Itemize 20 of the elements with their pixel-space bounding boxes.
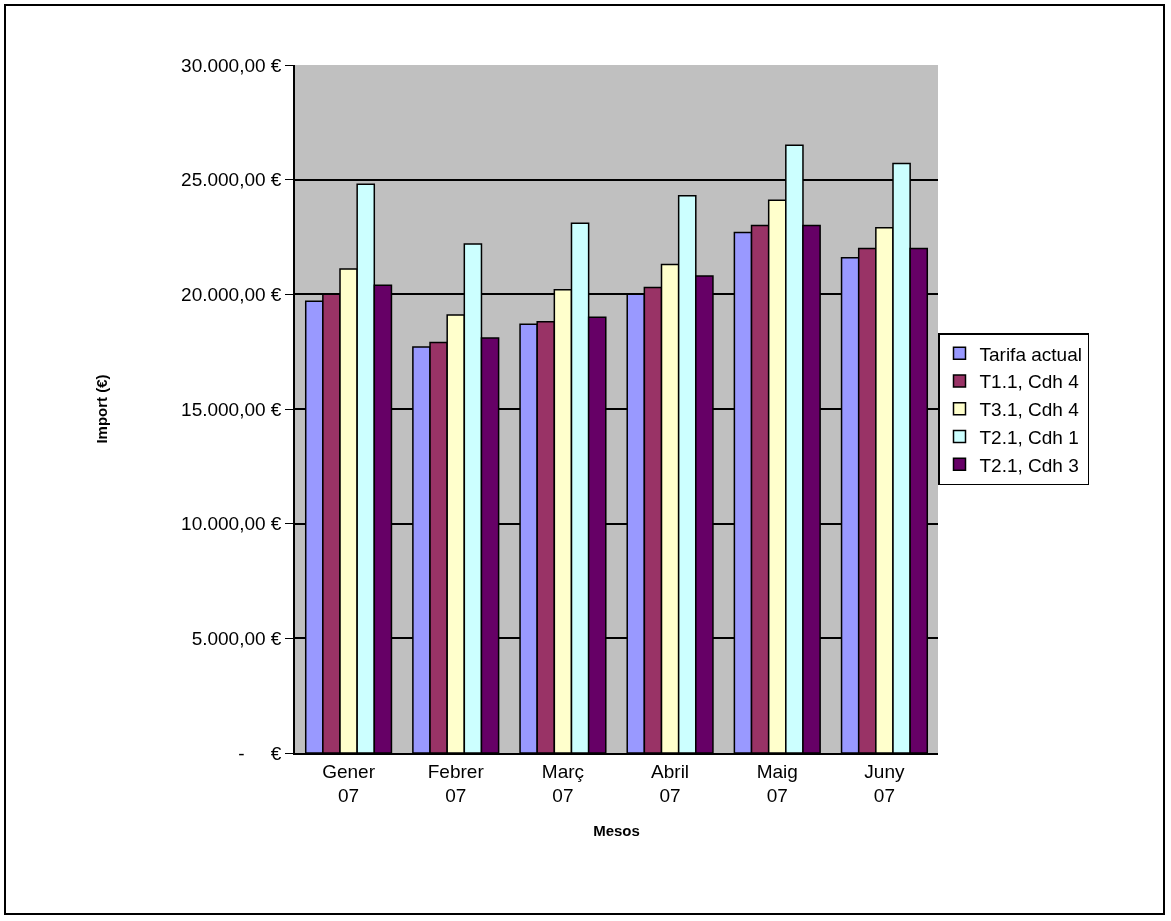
x-tick-label: Juny 07: [864, 760, 905, 807]
y-tick-label: 5.000,00 €: [191, 627, 282, 649]
y-tick-label: 10.000,00 €: [181, 513, 282, 535]
y-tick-label: 25.000,00 €: [181, 169, 282, 191]
y-tick-label: 20.000,00 €: [181, 283, 282, 305]
y-tick-label: - €: [238, 742, 282, 764]
x-tick-label: Gener 07: [322, 760, 376, 807]
x-axis-title: Mesos: [593, 821, 640, 839]
x-tick-label: Març 07: [541, 760, 585, 807]
legend-label: T2.1, Cdh 1: [979, 426, 1079, 448]
y-axis-title: Import (€): [92, 374, 110, 444]
legend-label: Tarifa actual: [979, 343, 1082, 365]
y-tick-label: 30.000,00 €: [181, 54, 282, 76]
y-tick-label: 15.000,00 €: [181, 398, 282, 420]
legend-label: T1.1, Cdh 4: [979, 371, 1080, 393]
legend-label: T2.1, Cdh 3: [979, 454, 1079, 476]
x-tick-label: Febrer 07: [427, 760, 485, 807]
legend-label: T3.1, Cdh 4: [979, 399, 1080, 421]
x-tick-label: Abril 07: [651, 760, 690, 807]
x-tick-label: Maig 07: [756, 760, 798, 807]
